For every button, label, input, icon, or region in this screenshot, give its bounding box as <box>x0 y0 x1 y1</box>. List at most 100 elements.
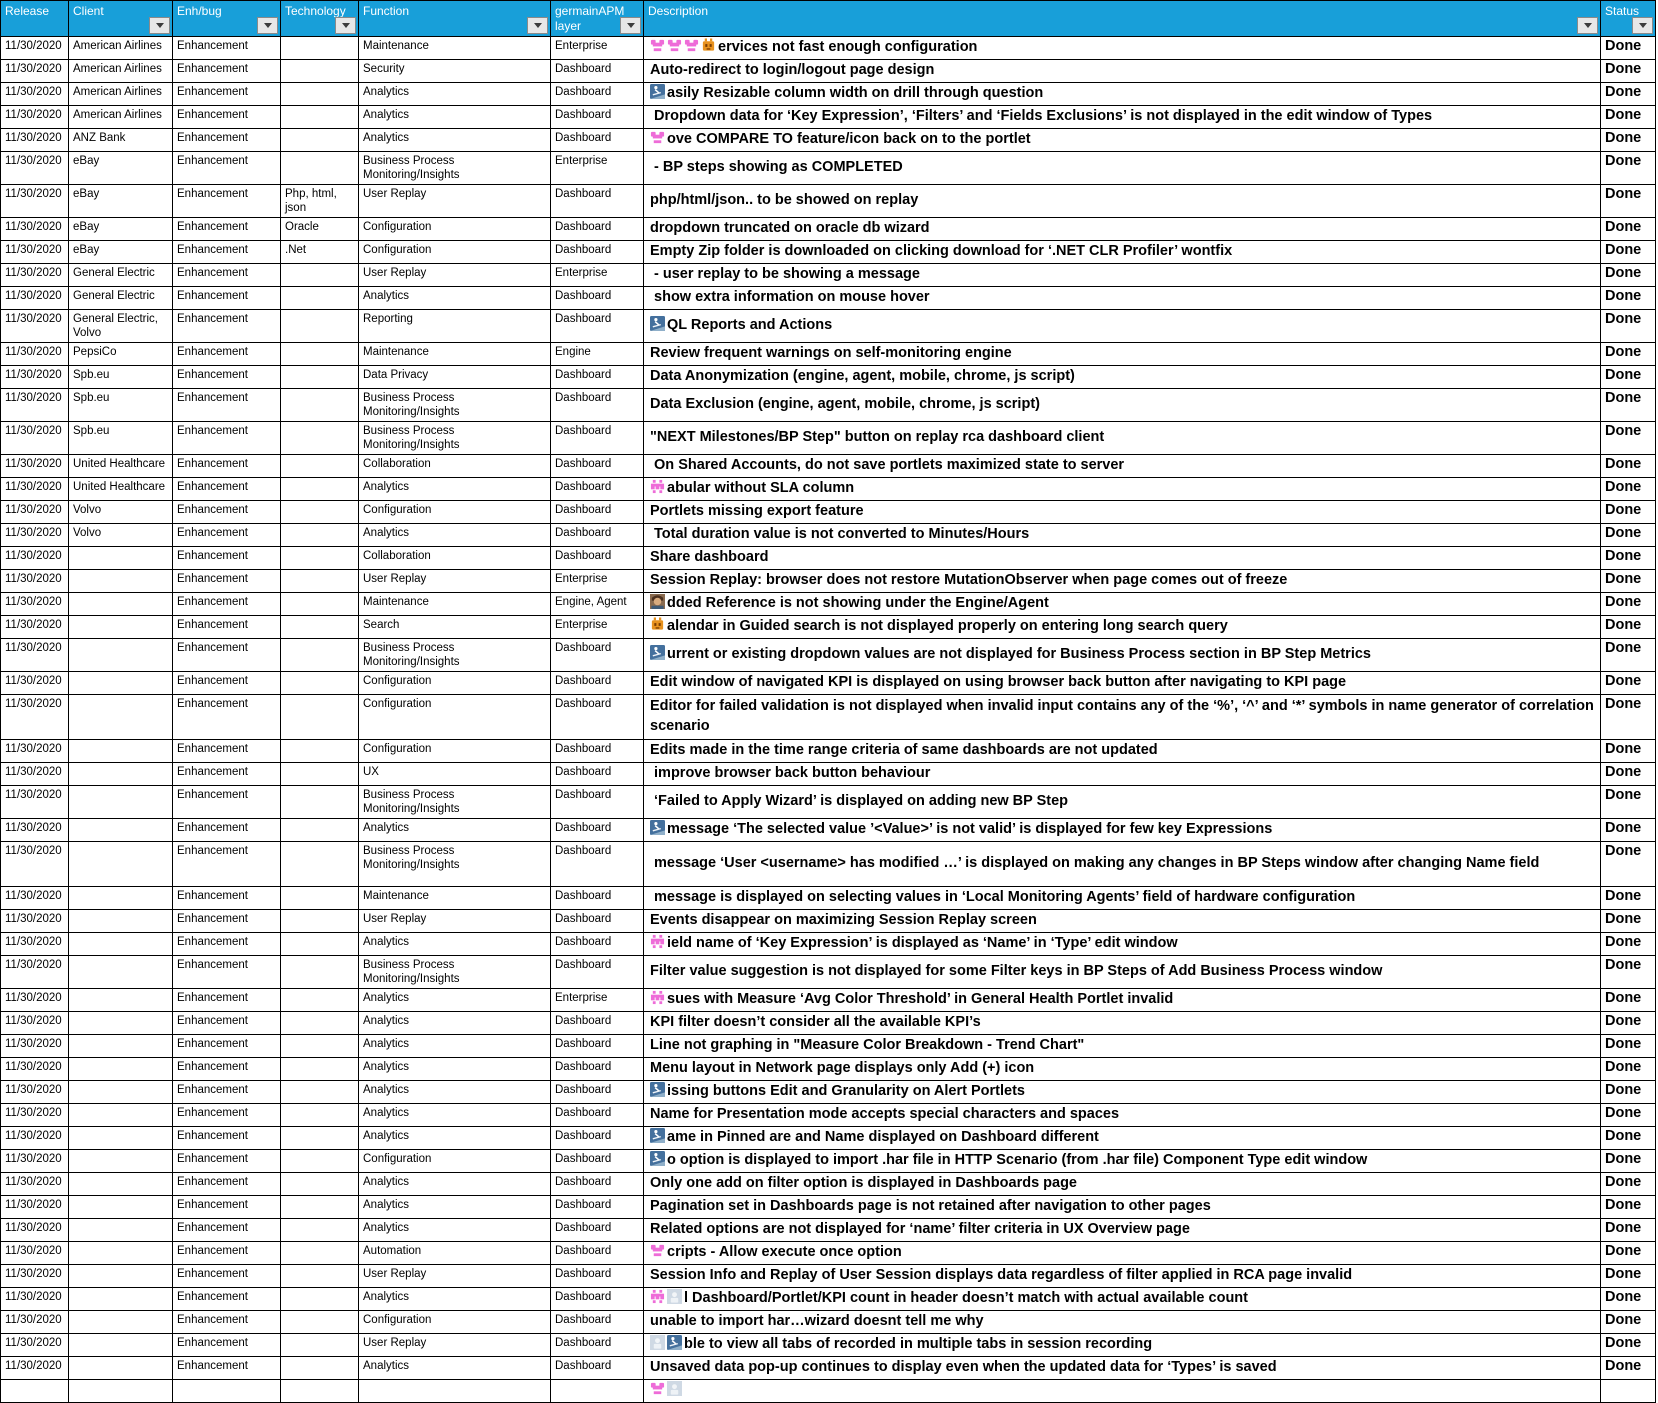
cell-enh-bug[interactable]: Enhancement <box>172 671 281 695</box>
cell-status[interactable]: Done <box>1600 477 1656 501</box>
cell-release[interactable]: 11/30/2020 <box>0 932 69 956</box>
cell-germainapm-layer[interactable]: Dashboard <box>550 477 644 501</box>
cell-description[interactable]: ame in Pinned are and Name displayed on … <box>643 1126 1601 1150</box>
filter-button-client[interactable] <box>149 17 170 34</box>
cell-release[interactable]: 11/30/2020 <box>0 671 69 695</box>
cell-status[interactable]: Done <box>1600 1149 1656 1173</box>
cell-germainapm-layer[interactable]: Dashboard <box>550 739 644 763</box>
cell-release[interactable]: 11/30/2020 <box>0 1264 69 1288</box>
cell-description[interactable]: Unsaved data pop-up continues to display… <box>643 1356 1601 1380</box>
cell-description[interactable]: urrent or existing dropdown values are n… <box>643 638 1601 672</box>
cell-germainapm-layer[interactable]: Dashboard <box>550 388 644 422</box>
cell-client[interactable] <box>68 1218 173 1242</box>
cell-description[interactable]: message ‘User <username> has modified …’… <box>643 841 1601 887</box>
cell-enh-bug[interactable]: Enhancement <box>172 1172 281 1196</box>
cell-technology[interactable] <box>280 1264 359 1288</box>
cell-technology[interactable] <box>280 82 359 106</box>
filter-button-description[interactable] <box>1577 17 1598 34</box>
cell-status[interactable]: Done <box>1600 1218 1656 1242</box>
cell-technology[interactable]: Php, html, json <box>280 184 359 218</box>
cell-client[interactable]: Volvo <box>68 500 173 524</box>
cell-status[interactable]: Done <box>1600 1103 1656 1127</box>
cell-technology[interactable]: .Net <box>280 240 359 264</box>
cell-description[interactable]: QL Reports and Actions <box>643 309 1601 343</box>
cell-client[interactable] <box>68 546 173 570</box>
cell-function[interactable]: Analytics <box>358 1287 551 1311</box>
cell-germainapm-layer[interactable]: Dashboard <box>550 184 644 218</box>
cell-release[interactable]: 11/30/2020 <box>0 1172 69 1196</box>
cell-description[interactable]: dded Reference is not showing under the … <box>643 592 1601 616</box>
cell-germainapm-layer[interactable]: Dashboard <box>550 500 644 524</box>
cell-germainapm-layer[interactable]: Dashboard <box>550 217 644 241</box>
cell-client[interactable] <box>68 694 173 740</box>
cell-germainapm-layer[interactable]: Dashboard <box>550 1149 644 1173</box>
cell-enh-bug[interactable]: Enhancement <box>172 388 281 422</box>
cell-enh-bug[interactable]: Enhancement <box>172 309 281 343</box>
cell-enh-bug[interactable]: Enhancement <box>172 762 281 786</box>
cell-description[interactable]: unable to import har…wizard doesnt tell … <box>643 1310 1601 1334</box>
cell-function[interactable]: Business Process Monitoring/Insights <box>358 421 551 455</box>
cell-status[interactable]: Done <box>1600 1195 1656 1219</box>
cell-release[interactable] <box>0 1379 69 1403</box>
cell-description[interactable]: ove COMPARE TO feature/icon back on to t… <box>643 128 1601 152</box>
cell-technology[interactable] <box>280 500 359 524</box>
cell-release[interactable]: 11/30/2020 <box>0 638 69 672</box>
cell-technology[interactable] <box>280 818 359 842</box>
cell-release[interactable]: 11/30/2020 <box>0 739 69 763</box>
cell-germainapm-layer[interactable]: Dashboard <box>550 1264 644 1288</box>
cell-status[interactable]: Done <box>1600 36 1656 60</box>
cell-release[interactable]: 11/30/2020 <box>0 342 69 366</box>
cell-client[interactable]: General Electric <box>68 263 173 287</box>
cell-function[interactable]: User Replay <box>358 1264 551 1288</box>
cell-enh-bug[interactable]: Enhancement <box>172 105 281 129</box>
cell-status[interactable]: Done <box>1600 638 1656 672</box>
cell-client[interactable] <box>68 1379 173 1403</box>
cell-enh-bug[interactable]: Enhancement <box>172 1218 281 1242</box>
cell-enh-bug[interactable]: Enhancement <box>172 785 281 819</box>
cell-technology[interactable] <box>280 342 359 366</box>
cell-release[interactable]: 11/30/2020 <box>0 569 69 593</box>
cell-description[interactable]: Auto-redirect to login/logout page desig… <box>643 59 1601 83</box>
cell-status[interactable]: Done <box>1600 1034 1656 1058</box>
cell-technology[interactable] <box>280 932 359 956</box>
cell-technology[interactable] <box>280 421 359 455</box>
cell-enh-bug[interactable]: Enhancement <box>172 1034 281 1058</box>
cell-release[interactable]: 11/30/2020 <box>0 988 69 1012</box>
cell-client[interactable]: eBay <box>68 217 173 241</box>
cell-release[interactable]: 11/30/2020 <box>0 309 69 343</box>
cell-germainapm-layer[interactable]: Dashboard <box>550 105 644 129</box>
cell-client[interactable]: eBay <box>68 151 173 185</box>
cell-release[interactable]: 11/30/2020 <box>0 217 69 241</box>
filter-button-enh_bug[interactable] <box>257 17 278 34</box>
cell-status[interactable]: Done <box>1600 263 1656 287</box>
cell-technology[interactable] <box>280 454 359 478</box>
cell-release[interactable]: 11/30/2020 <box>0 818 69 842</box>
cell-technology[interactable]: Oracle <box>280 217 359 241</box>
cell-release[interactable]: 11/30/2020 <box>0 184 69 218</box>
cell-release[interactable]: 11/30/2020 <box>0 1149 69 1173</box>
cell-function[interactable]: Configuration <box>358 671 551 695</box>
cell-status[interactable]: Done <box>1600 762 1656 786</box>
cell-germainapm-layer[interactable]: Enterprise <box>550 263 644 287</box>
cell-function[interactable]: Business Process Monitoring/Insights <box>358 388 551 422</box>
cell-description[interactable]: message is displayed on selecting values… <box>643 886 1601 910</box>
cell-enh-bug[interactable]: Enhancement <box>172 1264 281 1288</box>
cell-client[interactable] <box>68 785 173 819</box>
cell-description[interactable]: Empty Zip folder is downloaded on clicki… <box>643 240 1601 264</box>
cell-enh-bug[interactable]: Enhancement <box>172 421 281 455</box>
filter-button-layer[interactable] <box>620 17 641 34</box>
cell-germainapm-layer[interactable]: Enterprise <box>550 151 644 185</box>
cell-technology[interactable] <box>280 569 359 593</box>
cell-function[interactable]: Business Process Monitoring/Insights <box>358 638 551 672</box>
cell-status[interactable]: Done <box>1600 1057 1656 1081</box>
cell-function[interactable]: Automation <box>358 1241 551 1265</box>
cell-technology[interactable] <box>280 1034 359 1058</box>
cell-client[interactable] <box>68 1287 173 1311</box>
cell-enh-bug[interactable]: Enhancement <box>172 615 281 639</box>
cell-germainapm-layer[interactable]: Dashboard <box>550 932 644 956</box>
cell-enh-bug[interactable]: Enhancement <box>172 1241 281 1265</box>
cell-function[interactable]: Analytics <box>358 1195 551 1219</box>
cell-germainapm-layer[interactable]: Dashboard <box>550 955 644 989</box>
cell-function[interactable]: Maintenance <box>358 886 551 910</box>
cell-technology[interactable] <box>280 1011 359 1035</box>
